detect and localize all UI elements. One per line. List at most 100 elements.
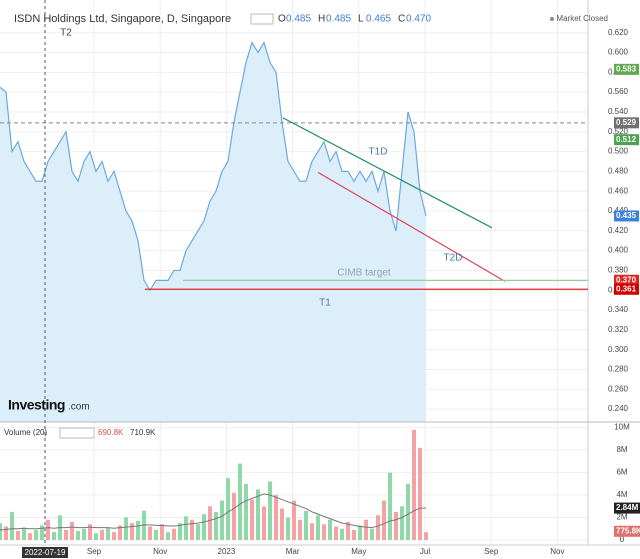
logo: Investing — [8, 397, 65, 413]
volume-bar — [280, 508, 284, 540]
volume-bar — [232, 492, 236, 540]
volume-bar — [406, 483, 410, 540]
y-tick-label: 0.500 — [608, 147, 629, 156]
volume-ma — [0, 493, 426, 531]
volume-bar — [154, 529, 158, 540]
volume-bar — [310, 523, 314, 540]
price-badge-label: 0.583 — [616, 64, 637, 73]
volume-bar — [10, 511, 14, 540]
trend-line — [317, 171, 506, 282]
ohlc-value: 0.465 — [366, 14, 391, 25]
logo-suffix: .com — [68, 402, 90, 413]
volume-bar — [52, 532, 56, 540]
volume-bar — [352, 529, 356, 540]
ohlc-key: H — [318, 14, 325, 25]
y-tick-label: 0.620 — [608, 28, 629, 37]
volume-bar — [34, 529, 38, 540]
y-tick-label: 0.400 — [608, 246, 629, 255]
volume-bar — [400, 506, 404, 540]
volume-bar — [364, 519, 368, 540]
y-tick-label: 0.280 — [608, 365, 629, 374]
price-badge-label: 2.84M — [616, 503, 639, 512]
volume-bar — [4, 526, 8, 540]
volume-ma-last: 710.9K — [130, 428, 156, 437]
y-tick-label: 4M — [616, 490, 627, 499]
volume-bar — [286, 517, 290, 540]
volume-bar — [196, 524, 200, 540]
volume-bar — [136, 520, 140, 540]
volume-bar — [394, 511, 398, 540]
volume-bar — [160, 524, 164, 540]
volume-bar — [166, 532, 170, 540]
volume-bar — [22, 527, 26, 540]
volume-bar — [238, 463, 242, 540]
volume-bar — [190, 519, 194, 540]
y-tick-label: 0.380 — [608, 266, 629, 275]
volume-bar — [94, 533, 98, 540]
volume-bar — [178, 523, 182, 540]
volume-bar — [340, 528, 344, 540]
volume-bar — [292, 500, 296, 540]
volume-bar — [274, 495, 278, 540]
ohlc-value: 0.485 — [286, 14, 311, 25]
crosshair-label-bg — [22, 547, 68, 558]
price-badge — [614, 283, 639, 295]
volume-bar — [256, 489, 260, 540]
volume-bar — [376, 515, 380, 540]
price-badge-label: 0.529 — [616, 118, 637, 127]
volume-bar — [418, 447, 422, 540]
y-tick-label: 0.300 — [608, 345, 629, 354]
price-badge-label: 775.8K — [616, 526, 640, 535]
y-tick-label: 8M — [616, 445, 627, 454]
y-tick-label: 0.260 — [608, 384, 629, 393]
drawing-label: T2D — [444, 253, 463, 264]
volume-bar — [184, 516, 188, 540]
x-tick-label: Mar — [286, 547, 300, 556]
price-badge — [614, 525, 640, 537]
drawing-label: T1 — [319, 298, 331, 309]
volume-bar — [244, 483, 248, 540]
volume-bar — [250, 499, 254, 540]
price-badge-label: 0.370 — [616, 275, 637, 284]
volume-bar — [208, 506, 212, 540]
ohlc-key: L — [358, 14, 364, 25]
volume-bar — [0, 523, 2, 540]
price-badge — [614, 502, 640, 514]
y-tick-label: 10M — [614, 423, 630, 432]
price-badge-label: 0.512 — [616, 135, 637, 144]
volume-bar — [112, 532, 116, 540]
x-tick-label: Sep — [484, 547, 499, 556]
price-badge — [614, 134, 639, 146]
volume-bar — [298, 519, 302, 540]
volume-bar — [328, 519, 332, 540]
y-tick-label: 6M — [616, 468, 627, 477]
volume-bar — [412, 429, 416, 540]
chart-title: ISDN Holdings Ltd, Singapore, D, Singapo… — [14, 13, 231, 25]
price-line — [0, 41, 427, 292]
volume-bar — [358, 525, 362, 540]
volume-bar — [370, 528, 374, 540]
volume-bar — [220, 500, 224, 540]
x-tick-label: May — [351, 547, 366, 556]
volume-bar — [304, 510, 308, 540]
volume-last: 690.8K — [98, 428, 124, 437]
volume-bar — [262, 506, 266, 540]
y-tick-label: 0.600 — [608, 48, 629, 57]
price-badge — [614, 63, 639, 75]
ohlc-value: 0.470 — [406, 14, 431, 25]
status-dot — [550, 17, 554, 21]
price-badge — [614, 274, 639, 286]
y-tick-label: 0.520 — [608, 127, 629, 136]
volume-bar — [346, 522, 350, 540]
y-tick-label: 0.460 — [608, 186, 629, 195]
x-tick-label: Nov — [550, 547, 564, 556]
y-tick-label: 0.340 — [608, 305, 629, 314]
volume-bar — [148, 526, 152, 540]
volume-bar — [100, 529, 104, 540]
crosshair-label: 2022-07-19 — [25, 548, 66, 557]
volume-bar — [106, 527, 110, 540]
volume-bar — [88, 524, 92, 540]
volume-bar — [424, 532, 428, 540]
x-tick-label: 2023 — [218, 547, 236, 556]
price-badge-label: 0.361 — [616, 284, 637, 293]
